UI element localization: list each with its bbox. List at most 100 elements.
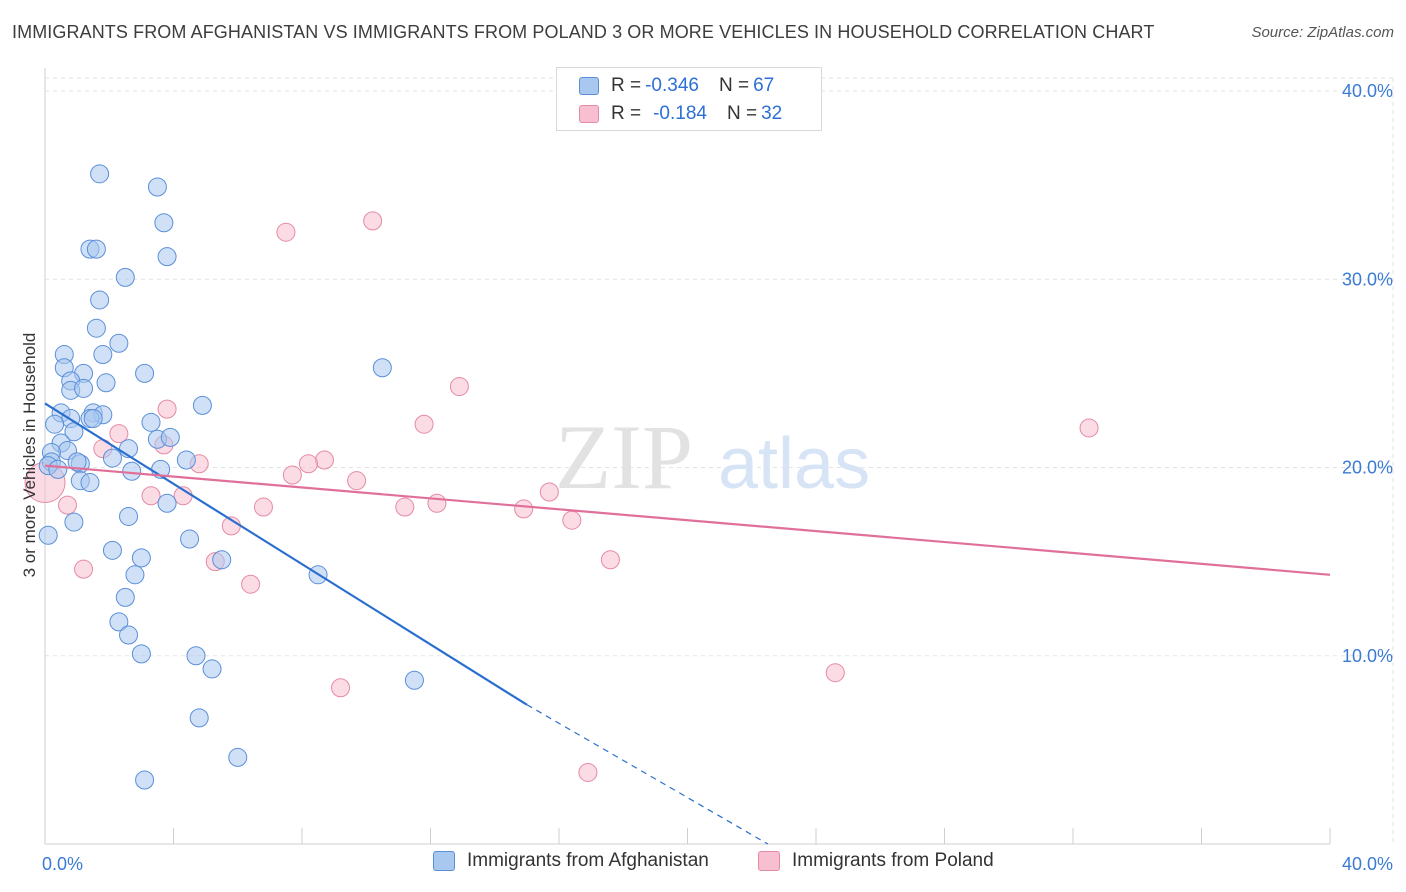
data-point-poland (539, 482, 559, 502)
legend-swatch-afghanistan (433, 851, 455, 871)
x-tick-label: 0.0% (42, 854, 83, 874)
data-point-afghanistan (131, 644, 151, 664)
data-point-poland (449, 377, 469, 397)
data-point-poland (514, 499, 534, 519)
chart-title: IMMIGRANTS FROM AFGHANISTAN VS IMMIGRANT… (12, 22, 1155, 42)
data-point-afghanistan (147, 177, 167, 197)
data-point-poland (109, 424, 129, 444)
data-point-afghanistan (122, 461, 142, 481)
data-point-afghanistan (86, 239, 106, 259)
x-tick-label: 40.0% (1342, 854, 1393, 874)
data-point-afghanistan (83, 409, 103, 429)
legend-label-afghanistan: Immigrants from Afghanistan (467, 850, 709, 871)
data-point-poland (253, 497, 273, 517)
legend-r-label: R = (611, 75, 642, 96)
data-point-afghanistan (109, 333, 129, 353)
trend-line-afghanistan (44, 402, 528, 706)
watermark-atlas: atlas (718, 424, 870, 504)
data-point-afghanistan (202, 659, 222, 679)
source-label: Source: ZipAtlas.com (1251, 24, 1394, 41)
legend-item-afghanistan[interactable]: Immigrants from Afghanistan (433, 850, 709, 872)
data-point-afghanistan (102, 540, 122, 560)
data-point-poland (141, 486, 161, 506)
legend-n-label: N = (726, 103, 758, 124)
data-point-poland (363, 211, 383, 231)
data-point-afghanistan (154, 213, 174, 233)
y-tick-label: 30.0% (1342, 269, 1393, 289)
data-point-afghanistan (74, 378, 94, 398)
data-point-afghanistan (115, 587, 135, 607)
data-point-afghanistan (160, 427, 180, 447)
data-point-afghanistan (102, 448, 122, 468)
data-point-afghanistan (93, 345, 113, 365)
data-point-afghanistan (157, 247, 177, 267)
correlation-legend: R = -0.346 N = 67 R = -0.184 N = 32 (556, 67, 822, 131)
data-point-afghanistan (67, 452, 87, 472)
y-axis-title: 3 or more Vehicles in Household (20, 332, 39, 578)
data-point-poland (282, 465, 302, 485)
data-point-poland (331, 678, 351, 698)
data-point-afghanistan (192, 395, 212, 415)
data-point-afghanistan (135, 363, 155, 383)
data-point-afghanistan (80, 473, 100, 493)
data-point-poland (578, 762, 598, 782)
data-point-afghanistan (90, 164, 110, 184)
data-point-poland (825, 663, 845, 683)
data-point-afghanistan (109, 612, 129, 632)
data-point-poland (562, 510, 582, 530)
legend-n-value: 32 (761, 103, 783, 124)
data-point-afghanistan (125, 565, 145, 585)
data-point-poland (414, 414, 434, 434)
data-point-afghanistan (64, 512, 84, 532)
data-point-afghanistan (228, 747, 248, 767)
legend-row-poland: R = -0.184 N = 32 (579, 100, 782, 128)
data-point-afghanistan (189, 708, 209, 728)
data-point-afghanistan (157, 493, 177, 513)
data-point-poland (241, 574, 261, 594)
legend-swatch-afghanistan (579, 77, 599, 95)
data-point-poland (347, 471, 367, 491)
data-point-poland (1079, 418, 1099, 438)
y-tick-label: 20.0% (1342, 458, 1393, 478)
data-point-afghanistan (119, 625, 139, 645)
data-point-poland (298, 454, 318, 474)
data-point-poland (395, 497, 415, 517)
data-point-afghanistan (48, 459, 68, 479)
legend-r-label: R = (611, 103, 642, 124)
series-afghanistan-points (38, 164, 424, 790)
data-point-afghanistan (38, 525, 58, 545)
data-point-afghanistan (96, 373, 116, 393)
legend-label-poland: Immigrants from Poland (792, 850, 994, 871)
data-point-afghanistan (86, 318, 106, 338)
data-point-poland (314, 450, 334, 470)
data-point-afghanistan (186, 646, 206, 666)
data-point-poland (427, 493, 447, 513)
data-point-afghanistan (176, 450, 196, 470)
data-point-afghanistan (115, 267, 135, 287)
tick-labels: 10.0% 20.0% 30.0% 40.0% 0.0% 40.0% (42, 81, 1393, 874)
series-legend: Immigrants from Afghanistan Immigrants f… (0, 850, 1406, 878)
data-point-afghanistan (372, 358, 392, 378)
data-point-afghanistan (119, 506, 139, 526)
trend-line-afghanistan-extension (526, 704, 769, 845)
data-point-afghanistan (45, 414, 65, 434)
data-point-afghanistan (90, 290, 110, 310)
watermark-zip: ZIP (555, 406, 693, 508)
legend-swatch-poland (579, 105, 599, 123)
y-tick-label: 40.0% (1342, 81, 1393, 101)
y-tick-label: 10.0% (1342, 646, 1393, 666)
data-point-afghanistan (212, 550, 232, 570)
data-point-afghanistan (404, 670, 424, 690)
legend-item-poland[interactable]: Immigrants from Poland (758, 850, 994, 872)
data-point-poland (74, 559, 94, 579)
data-point-poland (276, 222, 296, 242)
watermark: ZIP atlas (555, 406, 870, 508)
data-point-afghanistan (135, 770, 155, 790)
legend-n-value: 67 (753, 75, 775, 96)
legend-row-afghanistan: R = -0.346 N = 67 (579, 72, 774, 100)
legend-n-label: N = (718, 75, 750, 96)
data-point-poland (57, 495, 77, 515)
legend-swatch-poland (758, 851, 780, 871)
data-point-afghanistan (141, 412, 161, 432)
